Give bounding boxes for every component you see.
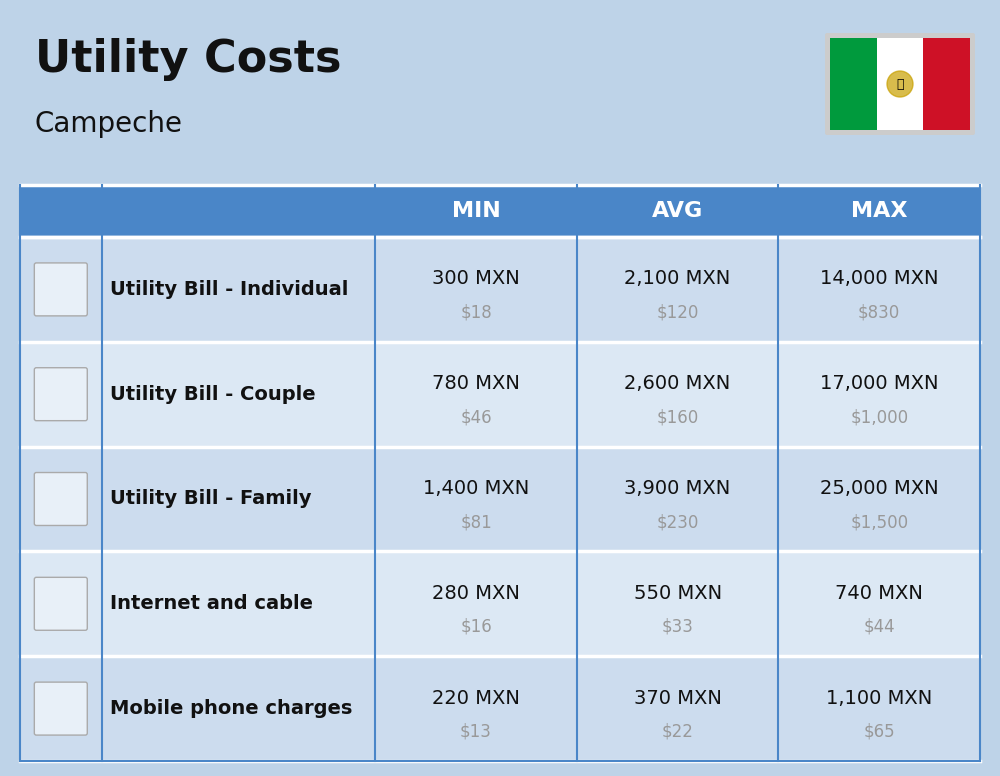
Text: AVG: AVG — [652, 201, 703, 221]
FancyBboxPatch shape — [34, 473, 87, 525]
Text: Utility Costs: Utility Costs — [35, 38, 342, 81]
Text: $46: $46 — [460, 408, 492, 426]
Text: $13: $13 — [460, 722, 492, 740]
Bar — [102, 185, 375, 237]
Text: MIN: MIN — [452, 201, 500, 221]
Text: 17,000 MXN: 17,000 MXN — [820, 374, 938, 393]
FancyBboxPatch shape — [34, 263, 87, 316]
Bar — [778, 341, 980, 447]
Text: 550 MXN: 550 MXN — [634, 584, 722, 603]
Bar — [375, 185, 577, 237]
Bar — [20, 552, 102, 656]
Bar — [375, 656, 577, 761]
Bar — [577, 656, 778, 761]
Bar — [375, 237, 577, 341]
Bar — [577, 341, 778, 447]
Bar — [577, 447, 778, 552]
Bar — [102, 552, 375, 656]
Bar — [778, 237, 980, 341]
Text: Utility Bill - Family: Utility Bill - Family — [110, 490, 311, 508]
Text: MAX: MAX — [851, 201, 907, 221]
Bar — [577, 552, 778, 656]
Text: $230: $230 — [656, 513, 699, 531]
Text: $160: $160 — [656, 408, 699, 426]
Text: Campeche: Campeche — [35, 110, 183, 138]
FancyBboxPatch shape — [34, 682, 87, 735]
Text: Internet and cable: Internet and cable — [110, 594, 313, 613]
Bar — [20, 656, 102, 761]
Text: $33: $33 — [662, 618, 694, 636]
Text: 1,100 MXN: 1,100 MXN — [826, 688, 932, 708]
Circle shape — [887, 71, 913, 97]
Text: $830: $830 — [858, 303, 900, 321]
Bar — [877, 38, 923, 130]
Bar — [375, 552, 577, 656]
Text: $81: $81 — [460, 513, 492, 531]
Text: 3,900 MXN: 3,900 MXN — [624, 479, 731, 498]
Text: $18: $18 — [460, 303, 492, 321]
Text: 220 MXN: 220 MXN — [432, 688, 520, 708]
Bar — [102, 447, 375, 552]
Bar — [102, 656, 375, 761]
Text: 14,000 MXN: 14,000 MXN — [820, 269, 938, 289]
Text: 280 MXN: 280 MXN — [432, 584, 520, 603]
Text: 25,000 MXN: 25,000 MXN — [820, 479, 939, 498]
Text: 2,600 MXN: 2,600 MXN — [624, 374, 731, 393]
Bar — [375, 447, 577, 552]
Bar — [778, 447, 980, 552]
FancyBboxPatch shape — [34, 368, 87, 421]
Text: $44: $44 — [863, 618, 895, 636]
Bar — [778, 185, 980, 237]
Text: $1,000: $1,000 — [850, 408, 908, 426]
Bar — [778, 656, 980, 761]
FancyBboxPatch shape — [825, 33, 975, 135]
Bar — [577, 237, 778, 341]
Text: 300 MXN: 300 MXN — [432, 269, 520, 289]
Bar — [830, 38, 877, 130]
Text: 740 MXN: 740 MXN — [835, 584, 923, 603]
Bar — [102, 341, 375, 447]
Text: $65: $65 — [863, 722, 895, 740]
Text: $1,500: $1,500 — [850, 513, 908, 531]
Bar — [20, 185, 102, 237]
Text: Utility Bill - Individual: Utility Bill - Individual — [110, 280, 348, 299]
Text: Utility Bill - Couple: Utility Bill - Couple — [110, 385, 315, 404]
Text: 780 MXN: 780 MXN — [432, 374, 520, 393]
Bar — [577, 185, 778, 237]
Text: 2,100 MXN: 2,100 MXN — [624, 269, 731, 289]
Bar — [20, 237, 102, 341]
Text: 🦅: 🦅 — [896, 78, 904, 91]
Text: 1,400 MXN: 1,400 MXN — [423, 479, 529, 498]
Text: 370 MXN: 370 MXN — [634, 688, 722, 708]
Bar — [778, 552, 980, 656]
Text: Mobile phone charges: Mobile phone charges — [110, 699, 352, 718]
Bar — [20, 341, 102, 447]
Bar — [20, 447, 102, 552]
Bar — [102, 237, 375, 341]
Bar — [375, 341, 577, 447]
Text: $16: $16 — [460, 618, 492, 636]
Text: $120: $120 — [656, 303, 699, 321]
FancyBboxPatch shape — [34, 577, 87, 630]
Text: $22: $22 — [662, 722, 694, 740]
Bar — [923, 38, 970, 130]
